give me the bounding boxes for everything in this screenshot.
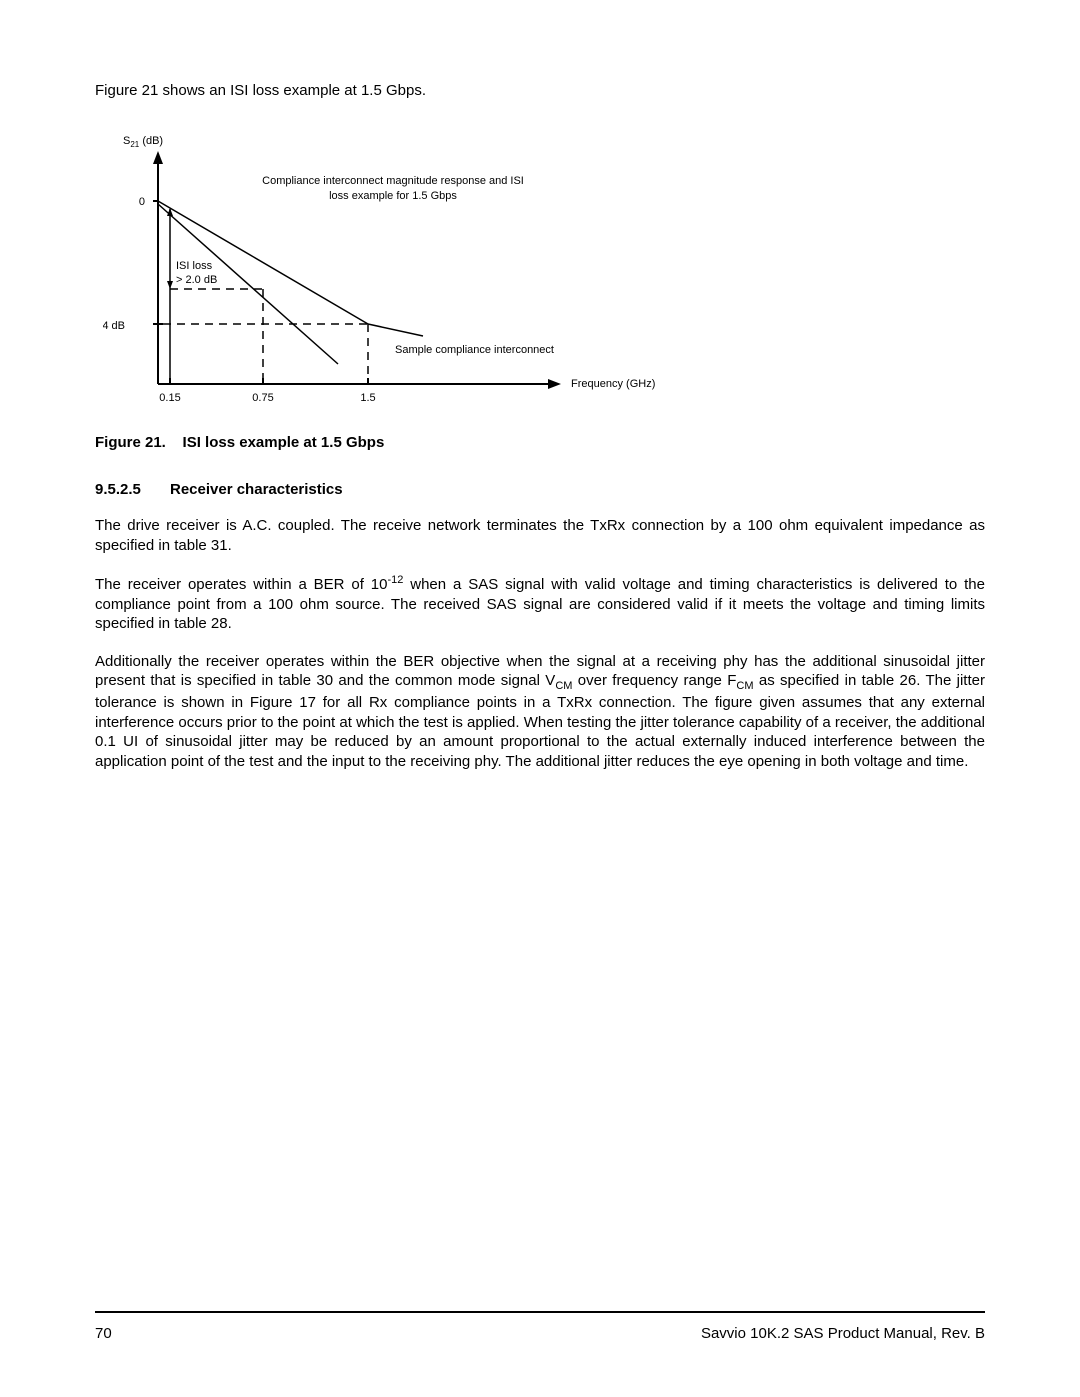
manual-title: Savvio 10K.2 SAS Product Manual, Rev. B xyxy=(701,1325,985,1342)
figure-caption: Figure 21. ISI loss example at 1.5 Gbps xyxy=(95,434,985,451)
svg-text:1.5: 1.5 xyxy=(360,392,375,404)
svg-text:-5.4 dB: -5.4 dB xyxy=(103,320,125,332)
svg-text:Frequency (GHz): Frequency (GHz) xyxy=(571,378,655,390)
isi-loss-chart: S21 (dB) Compliance interconnect magnitu… xyxy=(103,129,703,409)
svg-text:0.75: 0.75 xyxy=(252,392,273,404)
svg-text:> 2.0 dB: > 2.0 dB xyxy=(176,274,217,286)
svg-text:Sample compliance interconnect: Sample compliance interconnect xyxy=(395,344,554,356)
page-footer: 70 Savvio 10K.2 SAS Product Manual, Rev.… xyxy=(95,1311,985,1342)
svg-text:S21 (dB): S21 (dB) xyxy=(123,135,163,149)
section-heading: 9.5.2.5Receiver characteristics xyxy=(95,481,985,498)
paragraph-3: Additionally the receiver operates withi… xyxy=(95,652,985,772)
paragraph-1: The drive receiver is A.C. coupled. The … xyxy=(95,516,985,555)
svg-text:0: 0 xyxy=(139,196,145,208)
svg-text:0.15: 0.15 xyxy=(159,392,180,404)
intro-text: Figure 21 shows an ISI loss example at 1… xyxy=(95,82,985,99)
paragraph-2: The receiver operates within a BER of 10… xyxy=(95,573,985,634)
svg-text:Compliance interconnect magnit: Compliance interconnect magnitude respon… xyxy=(262,175,524,187)
page-number: 70 xyxy=(95,1325,112,1342)
svg-text:ISI loss: ISI loss xyxy=(176,260,213,272)
svg-text:loss example for 1.5 Gbps: loss example for 1.5 Gbps xyxy=(329,190,457,202)
